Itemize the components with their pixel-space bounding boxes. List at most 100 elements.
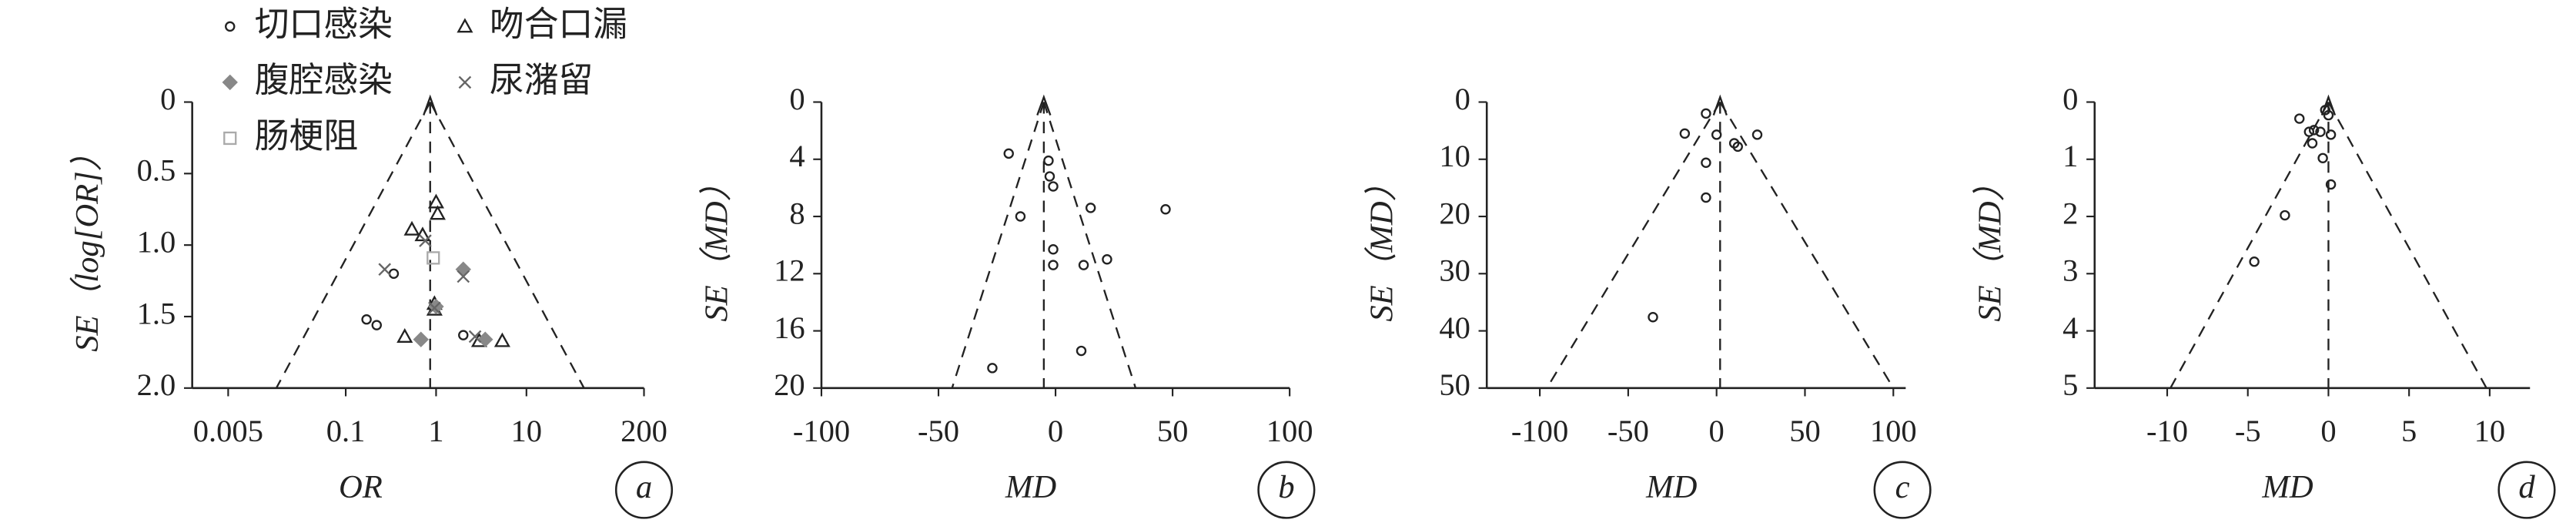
x-tick-label: 0 xyxy=(1048,414,1063,448)
apex xyxy=(1036,94,1052,116)
x-tick-label: -50 xyxy=(1607,414,1649,448)
x-tick-label: 50 xyxy=(1789,414,1821,448)
point xyxy=(429,205,446,220)
legend-marker xyxy=(222,74,238,91)
point xyxy=(457,270,470,283)
x-tick-label: 50 xyxy=(1157,414,1189,448)
point xyxy=(1015,211,1026,222)
y-tick-label: 1.5 xyxy=(137,296,176,330)
point xyxy=(378,263,391,277)
point xyxy=(1679,128,1691,139)
apex xyxy=(2320,94,2337,116)
point xyxy=(413,331,429,347)
funnel-line xyxy=(1719,101,1895,389)
legend-marker xyxy=(225,21,236,32)
panel-label: d xyxy=(2518,469,2535,505)
point xyxy=(414,226,431,242)
funnel-line xyxy=(1042,102,1137,389)
funnel-line xyxy=(429,101,585,389)
point xyxy=(2317,153,2328,164)
point xyxy=(2325,129,2337,140)
x-tick-label: 0.1 xyxy=(326,414,366,448)
point xyxy=(1048,244,1059,255)
x-tick-label: -5 xyxy=(2235,414,2261,448)
y-tick-label: 20 xyxy=(1439,196,1470,230)
point xyxy=(2249,256,2260,267)
point xyxy=(427,251,440,265)
legend-label: 吻合口漏 xyxy=(490,3,627,44)
point xyxy=(2325,179,2337,190)
x-tick-label: 0 xyxy=(2320,414,2336,448)
point xyxy=(1043,155,1054,166)
x-tick-label: -50 xyxy=(918,414,959,448)
y-tick-label: 2.0 xyxy=(137,367,176,402)
point xyxy=(2315,126,2326,137)
point xyxy=(1751,129,1763,140)
x-tick-label: 1 xyxy=(428,414,443,448)
point xyxy=(361,313,372,325)
point xyxy=(1102,254,1112,265)
x-tick-label: 0 xyxy=(1709,414,1725,448)
y-tick-label: 30 xyxy=(1439,253,1470,288)
y-tick-label: 4 xyxy=(789,139,805,173)
point xyxy=(2294,113,2305,124)
point xyxy=(1078,260,1089,270)
y-tick-label: 0 xyxy=(160,82,176,116)
apex xyxy=(423,94,438,116)
y-axis-title: SE（MD） xyxy=(1972,169,2008,322)
point xyxy=(2320,105,2330,116)
x-tick-label: 100 xyxy=(1870,414,1917,448)
y-tick-label: 1.0 xyxy=(137,224,176,259)
point xyxy=(2307,138,2318,149)
point xyxy=(1048,181,1059,192)
point xyxy=(2280,210,2290,221)
y-tick-label: 16 xyxy=(774,310,805,345)
legend-label: 肠梗阻 xyxy=(255,115,358,156)
y-tick-label: 50 xyxy=(1439,367,1470,402)
legend-marker xyxy=(458,75,472,89)
panel-label-circle xyxy=(1257,461,1316,519)
point xyxy=(455,261,471,277)
point xyxy=(428,301,441,315)
y-tick-label: 8 xyxy=(789,196,805,230)
point xyxy=(2308,125,2320,136)
y-tick-label: 10 xyxy=(1439,139,1470,173)
legend-marker xyxy=(223,131,237,146)
y-tick-label: 40 xyxy=(1439,310,1470,345)
point xyxy=(371,320,382,330)
panel-label: b xyxy=(1278,469,1294,505)
x-tick-label: -100 xyxy=(793,414,850,448)
point xyxy=(2303,126,2315,137)
y-axis-title: SE（log[OR]） xyxy=(69,139,105,352)
x-tick-label: 100 xyxy=(1266,414,1313,448)
x-axis-title: MD xyxy=(1005,469,1057,505)
x-tick-label: 0.005 xyxy=(193,414,263,448)
point xyxy=(1732,141,1743,153)
y-tick-label: 0 xyxy=(2062,82,2078,116)
panel-label-circle xyxy=(2497,461,2556,519)
y-tick-label: 12 xyxy=(774,253,805,288)
funnel-line xyxy=(1546,101,1721,389)
point xyxy=(1160,204,1171,215)
point xyxy=(477,331,493,347)
y-tick-label: 0 xyxy=(1455,82,1470,116)
y-tick-label: 20 xyxy=(774,367,805,402)
legend-label: 腹腔感染 xyxy=(255,59,393,100)
panel-label-circle xyxy=(614,461,674,519)
y-tick-label: 2 xyxy=(2062,196,2078,230)
legend-marker xyxy=(457,18,473,33)
x-tick-label: -10 xyxy=(2146,414,2188,448)
point xyxy=(419,234,432,247)
point xyxy=(458,330,469,340)
point xyxy=(1048,260,1059,270)
y-axis-title: SE（MD） xyxy=(1364,169,1400,322)
x-tick-label: 10 xyxy=(511,414,543,448)
y-tick-label: 1 xyxy=(2062,139,2078,173)
x-tick-label: 5 xyxy=(2401,414,2417,448)
y-axis-title: SE（MD） xyxy=(698,169,734,322)
point xyxy=(1701,108,1711,119)
y-tick-label: 0.5 xyxy=(137,153,176,188)
point xyxy=(1701,192,1711,203)
x-tick-label: 10 xyxy=(2474,414,2506,448)
